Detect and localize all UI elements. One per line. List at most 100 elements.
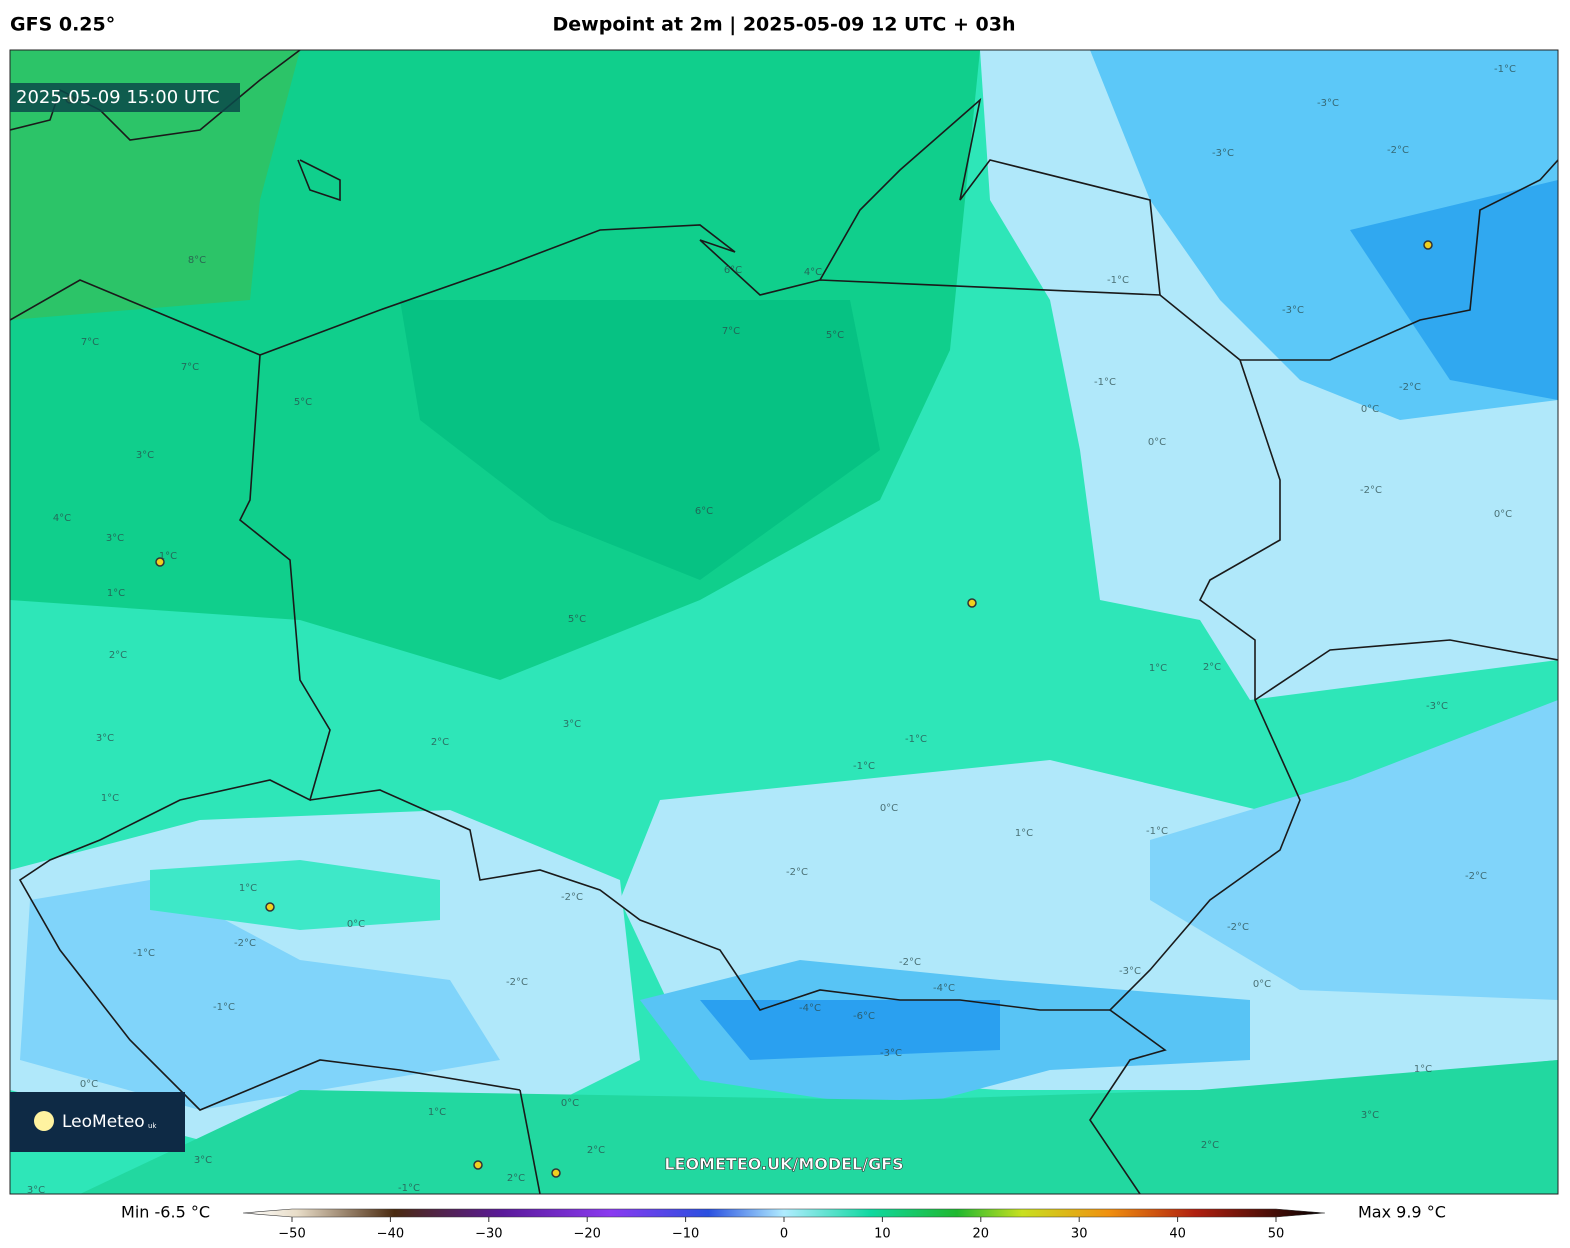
- city: [967, 598, 977, 608]
- colorbar-tick-label: −10: [672, 1227, 699, 1242]
- contour-label: -4°C: [799, 1003, 821, 1014]
- contour-label: -2°C: [1399, 382, 1421, 393]
- contour-label: -1°C: [1494, 64, 1516, 75]
- city: [551, 1168, 561, 1178]
- contour-label: 7°C: [81, 337, 99, 348]
- shade: [20, 880, 500, 1110]
- contour-label: -2°C: [234, 938, 256, 949]
- contour-label: -1°C: [1146, 826, 1168, 837]
- colorbar-tick-label: −50: [278, 1227, 305, 1242]
- contour-label: 0°C: [347, 919, 365, 930]
- contour-label: 1°C: [1015, 828, 1033, 839]
- contour-label: 1°C: [1414, 1064, 1432, 1075]
- contour-label: 2°C: [587, 1145, 605, 1156]
- contour-label: 5°C: [568, 614, 586, 625]
- contour-label: 0°C: [1361, 404, 1379, 415]
- colorbar-tick-label: −40: [377, 1227, 404, 1242]
- contour-label: 7°C: [181, 362, 199, 373]
- timestamp-box: [10, 83, 240, 112]
- contour-label: 2°C: [507, 1173, 525, 1184]
- city: [473, 1160, 483, 1170]
- contour-label: -2°C: [1360, 485, 1382, 496]
- contour-label: 7°C: [722, 326, 740, 337]
- contour-label: 3°C: [96, 733, 114, 744]
- colorbar-tick-label: 40: [1169, 1227, 1186, 1242]
- shade: [150, 860, 440, 930]
- shade: [400, 300, 880, 580]
- contour-label: 1°C: [159, 551, 177, 562]
- contour-label: 3°C: [106, 533, 124, 544]
- contour-label: 0°C: [1494, 509, 1512, 520]
- contour-label: 3°C: [136, 450, 154, 461]
- contour-label: -1°C: [1094, 377, 1116, 388]
- contour-label: 1°C: [1149, 663, 1167, 674]
- contour-label: 1°C: [107, 588, 125, 599]
- colorbar-tick-label: −30: [475, 1227, 502, 1242]
- contour-label: 8°C: [188, 255, 206, 266]
- contour-label: 0°C: [561, 1098, 579, 1109]
- border: [519, 1089, 541, 1194]
- contour-label: 2°C: [431, 737, 449, 748]
- contour-label: 0°C: [80, 1079, 98, 1090]
- colorbar-tick-label: 0: [780, 1227, 788, 1242]
- contour-label: 4°C: [53, 513, 71, 524]
- border: [819, 97, 1161, 296]
- border: [1240, 159, 1558, 361]
- shade: [80, 1060, 1558, 1194]
- logo-suffix: uk: [148, 1122, 157, 1130]
- contour-label: -2°C: [786, 867, 808, 878]
- logo-sun: [34, 1111, 54, 1131]
- contour-label: 0°C: [1148, 437, 1166, 448]
- map-frame: [9, 49, 1559, 1195]
- contour-label: -1°C: [398, 1183, 420, 1194]
- border: [18, 354, 521, 1111]
- contour-label: -3°C: [1282, 305, 1304, 316]
- timestamp: 2025-05-09 15:00 UTC: [16, 87, 220, 108]
- colorbar: [242, 1208, 1326, 1218]
- contour-label: -2°C: [506, 977, 528, 988]
- contour-label: 3°C: [1361, 1110, 1379, 1121]
- contour-label: -1°C: [213, 1002, 235, 1013]
- shade: [1150, 700, 1558, 1000]
- logo-name: LeoMeteo: [62, 1112, 145, 1132]
- contour-label: -1°C: [905, 734, 927, 745]
- contour-label: 1°C: [101, 793, 119, 804]
- border: [309, 789, 1110, 1011]
- map-title: Dewpoint at 2m | 2025-05-09 12 UTC + 03h: [553, 14, 1016, 36]
- contour-label: -2°C: [1227, 922, 1249, 933]
- contour-label: -4°C: [933, 983, 955, 994]
- contour-label: -1°C: [1107, 275, 1129, 286]
- city: [265, 902, 275, 912]
- contour-label: -3°C: [1212, 148, 1234, 159]
- contour-label: 4°C: [804, 267, 822, 278]
- border: [10, 224, 1301, 1194]
- colorbar-ticks: −50 −40 −30 −20 −10 0 10 20 30 40 50: [278, 1217, 1284, 1242]
- min-label: Min -6.5 °C: [121, 1203, 210, 1222]
- contour-label: 6°C: [724, 265, 742, 276]
- contour-label: 2°C: [109, 650, 127, 661]
- border: [1254, 639, 1558, 701]
- contour-label: 5°C: [294, 397, 312, 408]
- max-label: Max 9.9 °C: [1358, 1203, 1446, 1222]
- city: [1423, 240, 1433, 250]
- contour-label: -3°C: [880, 1048, 902, 1059]
- contour-label: -6°C: [853, 1011, 875, 1022]
- contour-label: -3°C: [1119, 966, 1141, 977]
- contour-label: 2°C: [1203, 662, 1221, 673]
- contour-label: 3°C: [27, 1185, 45, 1196]
- shade: [700, 1000, 1000, 1060]
- contour-label: -2°C: [899, 957, 921, 968]
- watermark: LEOMETEO.UK/MODEL/GFS: [664, 1155, 903, 1174]
- contour-label: -3°C: [1426, 701, 1448, 712]
- model-label: GFS 0.25°: [10, 14, 115, 36]
- contour-label: -1°C: [853, 761, 875, 772]
- colorbar-tick-label: −20: [573, 1227, 600, 1242]
- contour-label: 1°C: [428, 1107, 446, 1118]
- shade: [10, 50, 300, 320]
- contour-label: 0°C: [880, 803, 898, 814]
- border: [10, 50, 301, 141]
- contour-labels: 8°C 7°C 7°C 5°C 3°C 4°C 3°C 1°C 1°C 2°C 3°C 1°C 6°C 4…: [27, 64, 1516, 1196]
- contour-label: 0°C: [1253, 979, 1271, 990]
- city: [155, 557, 165, 567]
